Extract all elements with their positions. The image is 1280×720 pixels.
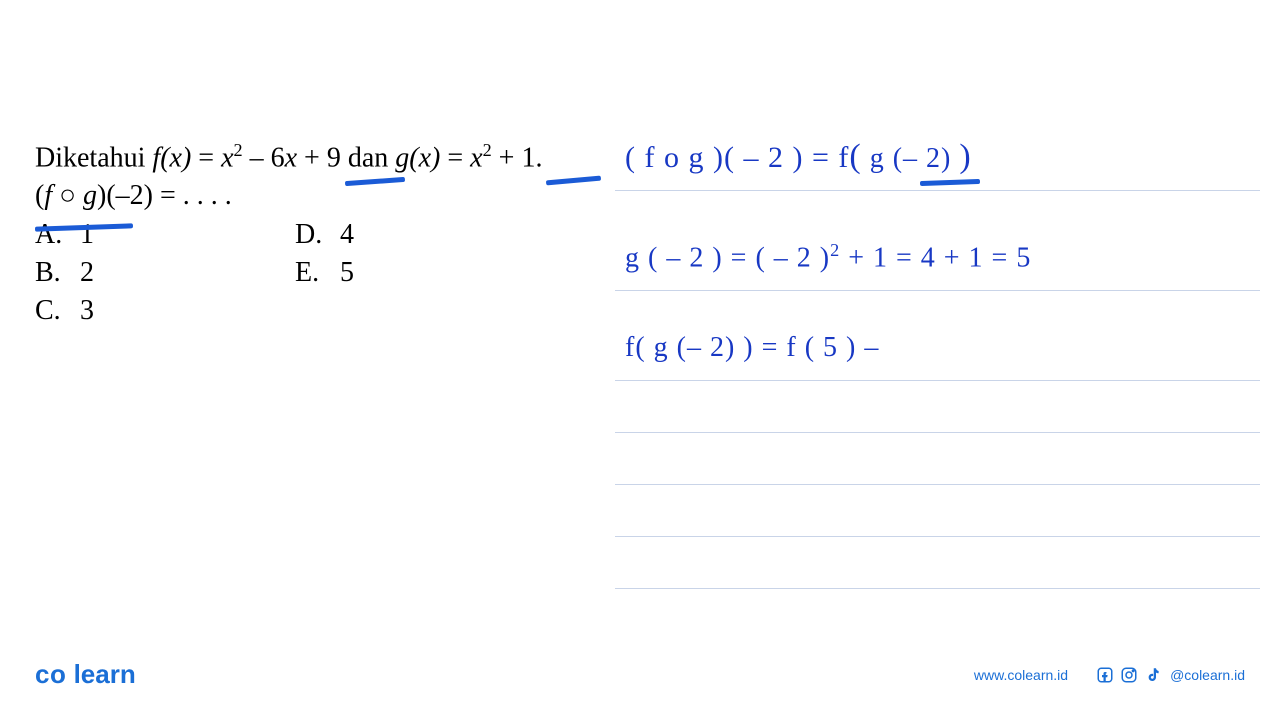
footer: co learn www.colearn.id @colearn.id (0, 659, 1280, 690)
fx-x2: x (285, 142, 297, 173)
tiktok-icon (1144, 666, 1162, 684)
gx-tail: + 1. (492, 142, 543, 173)
hw3: f( g (– 2) ) = f ( 5 ) – (625, 332, 879, 363)
handwriting-line-3: f( g (– 2) ) = f ( 5 ) – (625, 332, 879, 364)
ruled-line (615, 432, 1260, 433)
social-handle: @colearn.id (1170, 667, 1245, 683)
answer-d: D.4 (295, 216, 354, 254)
logo-dot (66, 659, 73, 689)
answer-b: B.2 (35, 254, 295, 292)
hw2sup: 2 (830, 240, 840, 260)
ruled-line (615, 484, 1260, 485)
gx-x: x (470, 142, 482, 173)
answer-a: A.1 (35, 216, 295, 254)
ruled-line (615, 290, 1260, 291)
hw1c: g (– 2) (862, 143, 960, 174)
hw2b: + 1 = 4 + 1 = 5 (840, 242, 1031, 273)
l2-g: g (83, 180, 97, 211)
logo: co learn (35, 659, 136, 690)
hw2a: g ( – 2 ) = ( – 2 ) (625, 242, 830, 273)
answers-col-2: D.4 E.5 (295, 216, 354, 329)
ruled-line (615, 588, 1260, 589)
answer-c-letter: C. (35, 292, 80, 330)
ruled-line (615, 190, 1260, 191)
answer-b-letter: B. (35, 254, 80, 292)
answer-b-val: 2 (80, 257, 94, 288)
l2-f: f (44, 180, 52, 211)
fx-x1: x (221, 142, 233, 173)
answer-a-letter: A. (35, 216, 80, 254)
fx-mid: – 6 (243, 142, 285, 173)
answers-col-1: A.1 B.2 C.3 (35, 216, 295, 329)
hw1b: ( (849, 138, 861, 175)
prefix: Diketahui (35, 142, 152, 173)
ruled-line (615, 536, 1260, 537)
fx-sup: 2 (234, 140, 243, 160)
instagram-icon (1120, 666, 1138, 684)
hw1d: ) (959, 138, 971, 175)
l2-arg: )(–2) = . . . . (97, 180, 232, 211)
socials: @colearn.id (1096, 666, 1245, 684)
gx-sup: 2 (483, 140, 492, 160)
gx-fn: g (395, 142, 409, 173)
question-line-2: (f ○ g)(–2) = . . . . (35, 180, 1245, 212)
gx-arg: (x) (409, 142, 440, 173)
logo-co: co (35, 659, 66, 689)
fx-tail: + 9 dan (297, 142, 395, 173)
logo-learn: learn (74, 659, 136, 689)
footer-url: www.colearn.id (974, 667, 1068, 683)
answer-e-letter: E. (295, 254, 340, 292)
hw1a: ( f o g )( – 2 ) = f (625, 141, 849, 174)
facebook-icon (1096, 666, 1114, 684)
answer-c-val: 3 (80, 295, 94, 326)
l2-circ: ○ (52, 180, 83, 211)
eq2: = (440, 142, 470, 173)
l2-open: ( (35, 180, 44, 211)
eq1: = (191, 142, 221, 173)
answer-e-val: 5 (340, 257, 354, 288)
answer-e: E.5 (295, 254, 354, 292)
answer-d-val: 4 (340, 219, 354, 250)
answer-c: C.3 (35, 292, 295, 330)
ruled-line (615, 380, 1260, 381)
answer-d-letter: D. (295, 216, 340, 254)
handwriting-line-2: g ( – 2 ) = ( – 2 )2 + 1 = 4 + 1 = 5 (625, 240, 1031, 274)
fx-arg: (x) (160, 142, 191, 173)
handwriting-line-1: ( f o g )( – 2 ) = f( g (– 2) ) (625, 138, 972, 176)
